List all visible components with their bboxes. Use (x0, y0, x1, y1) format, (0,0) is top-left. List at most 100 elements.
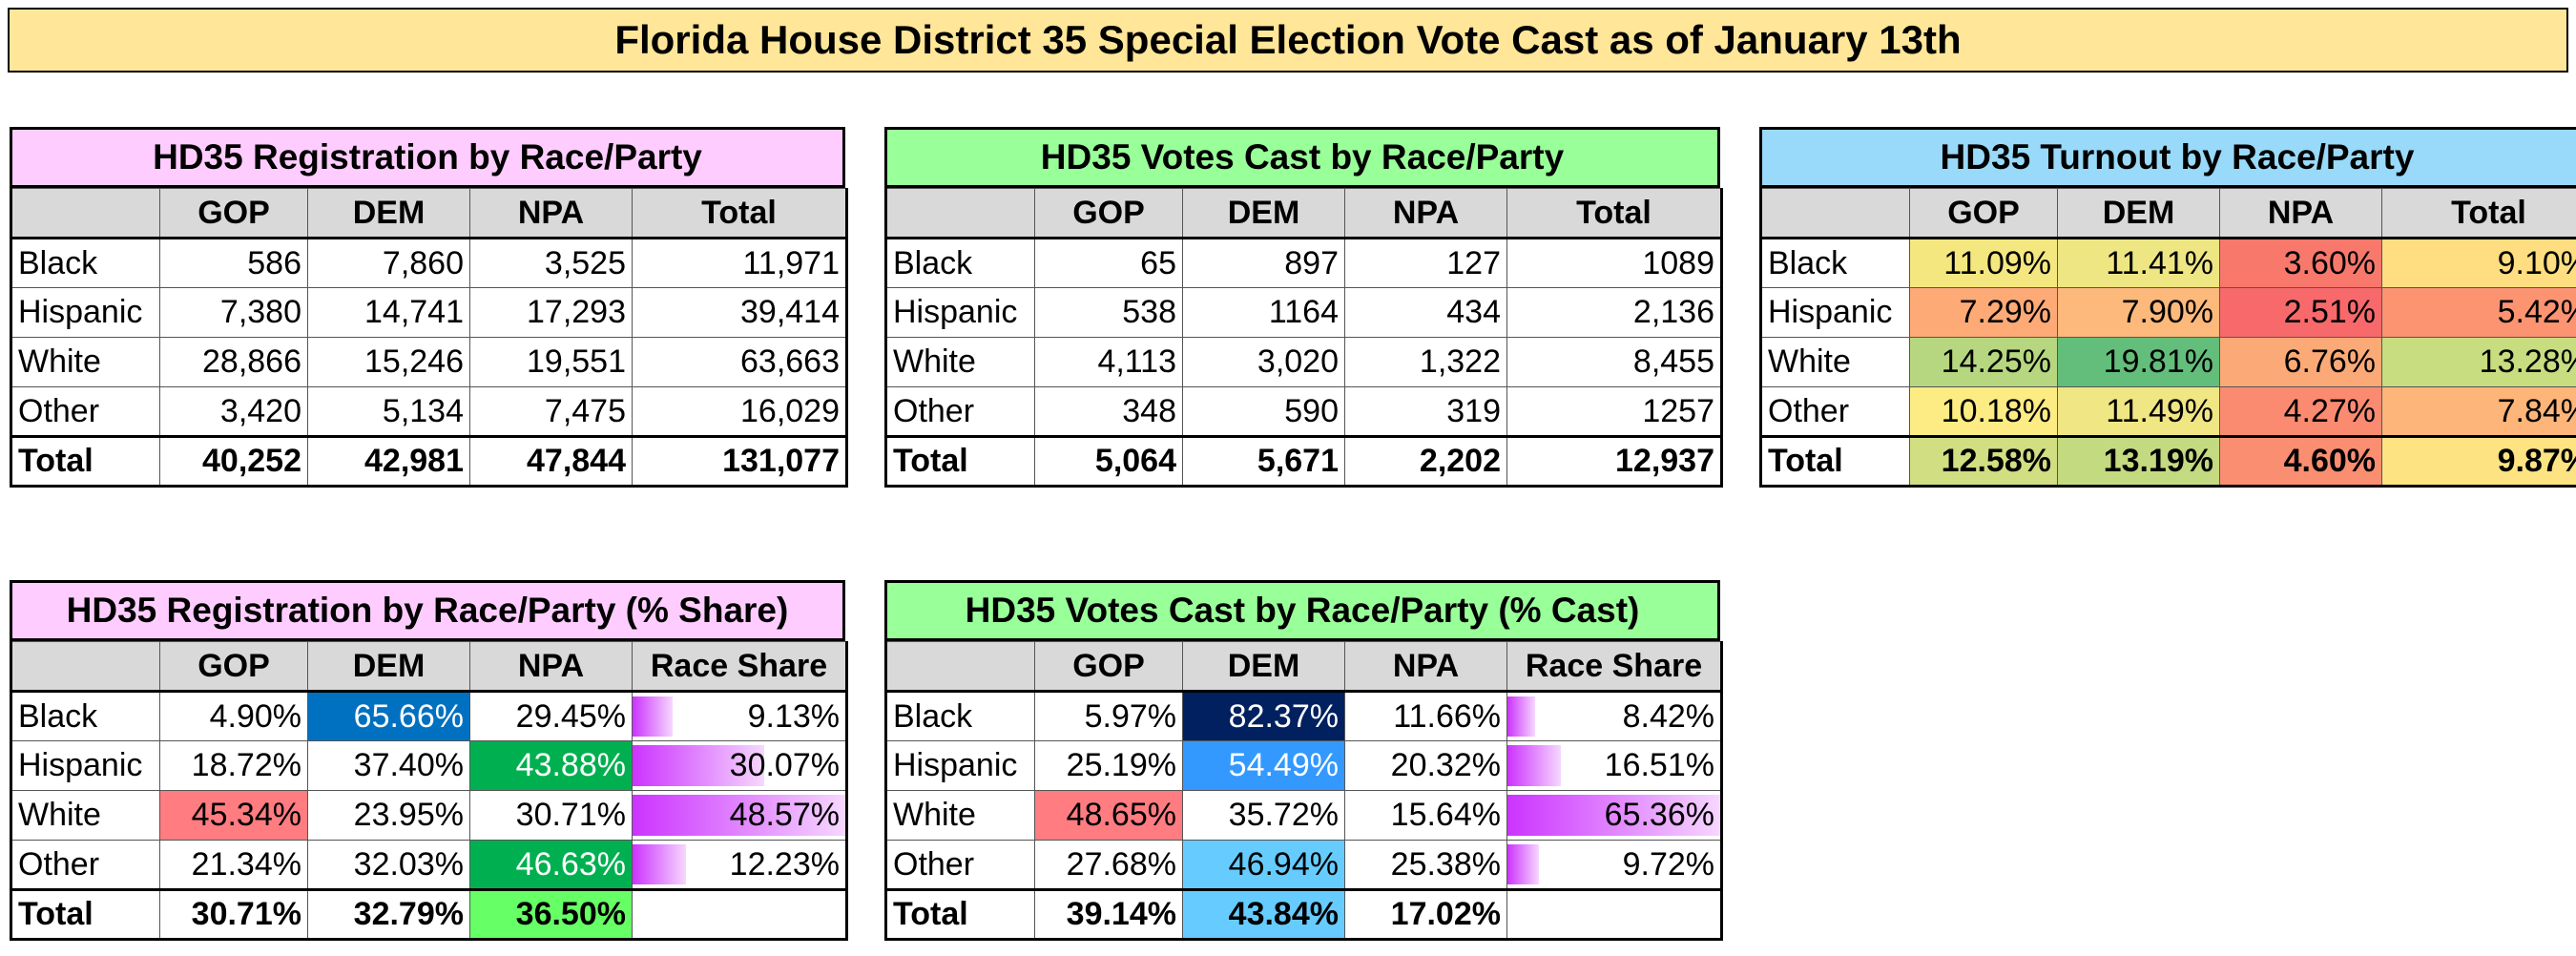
table-row: White 28,866 15,246 19,551 63,663 (10, 337, 847, 387)
registration-table: HD35 Registration by Race/Party GOP DEM NPA… (10, 127, 848, 488)
data-grid: GOP DEM NPA Total Black 65 897 127 1089 Hispanic 5… (884, 188, 1723, 488)
table-cell: 17.02% (1344, 888, 1507, 940)
table-cell: 5,134 (307, 386, 470, 437)
column-header: Total (1506, 188, 1722, 239)
table-cell: 35.72% (1182, 790, 1345, 841)
votes-cast-table: HD35 Votes Cast by Race/Party GOP DEM NPA To… (884, 127, 1723, 488)
row-label: Black (1760, 238, 1910, 288)
table-cell: 15.64% (1344, 790, 1507, 841)
total-row: Total 40,252 42,981 47,844 131,077 (10, 435, 847, 487)
table-cell: 23.95% (307, 790, 470, 841)
header-row: GOP DEM NPA Total (885, 188, 1722, 239)
row-label: Other (10, 386, 160, 437)
table-cell: 7.84% (2381, 386, 2576, 437)
table-cell (1506, 888, 1722, 940)
table-cell: 15,246 (307, 337, 470, 387)
table-cell: 3.60% (2219, 238, 2382, 288)
table-cell: 9.72% (1506, 840, 1722, 890)
race-share-bar (633, 745, 765, 786)
table-cell: 1164 (1182, 287, 1345, 338)
header-row: GOP DEM NPA Race Share (10, 641, 847, 693)
row-label: Other (1760, 386, 1910, 437)
table-cell: 32.03% (307, 840, 470, 890)
table-cell: 32.79% (307, 888, 470, 940)
table-cell: 30.07% (632, 740, 847, 791)
votes-cast-share-table: HD35 Votes Cast by Race/Party (% Cast) GO… (884, 580, 1723, 941)
column-header: GOP (1034, 188, 1183, 239)
table-cell: 5,671 (1182, 435, 1345, 487)
race-share-value: 16.51% (1604, 747, 1714, 783)
table-cell: 7.29% (1909, 287, 2058, 338)
data-grid: GOP DEM NPA Race Share Black 5.97% 82.37% 11.66… (884, 641, 1723, 941)
column-header: NPA (469, 188, 633, 239)
row-label: White (10, 790, 160, 841)
table-cell: 8.42% (1506, 691, 1722, 741)
table-cell: 7,860 (307, 238, 470, 288)
table-cell: 65.66% (307, 691, 470, 741)
table-row: Black 65 897 127 1089 (885, 238, 1722, 288)
column-header: NPA (469, 641, 633, 693)
column-header: DEM (2057, 188, 2220, 239)
table-title: HD35 Votes Cast by Race/Party (% Cast) (884, 580, 1720, 641)
table-cell: 48.65% (1034, 790, 1183, 841)
table-row: Other 21.34% 32.03% 46.63% 12.23% (10, 840, 847, 890)
table-cell: 3,420 (159, 386, 308, 437)
row-label: White (885, 337, 1035, 387)
table-cell: 4.27% (2219, 386, 2382, 437)
data-grid: GOP DEM NPA Race Share Black 4.90% 65.66% 29.45… (10, 641, 848, 941)
column-header: DEM (307, 641, 470, 693)
table-cell: 5.42% (2381, 287, 2576, 338)
table-cell: 5,064 (1034, 435, 1183, 487)
table-cell: 17,293 (469, 287, 633, 338)
table-title: HD35 Registration by Race/Party (10, 127, 845, 188)
column-header: DEM (1182, 641, 1345, 693)
table-cell: 7,380 (159, 287, 308, 338)
column-header (10, 188, 160, 239)
table-cell: 30.71% (469, 790, 633, 841)
table-cell: 10.18% (1909, 386, 2058, 437)
race-share-value: 12.23% (729, 845, 840, 883)
table-cell: 127 (1344, 238, 1507, 288)
table-cell: 48.57% (632, 790, 847, 841)
table-cell: 6.76% (2219, 337, 2382, 387)
table-cell: 9.13% (632, 691, 847, 741)
table-row: Other 3,420 5,134 7,475 16,029 (10, 386, 847, 437)
table-cell: 586 (159, 238, 308, 288)
table-cell: 348 (1034, 386, 1183, 437)
table-cell: 16,029 (632, 386, 847, 437)
table-cell: 2,202 (1344, 435, 1507, 487)
table-row: Hispanic 538 1164 434 2,136 (885, 287, 1722, 338)
table-row: Hispanic 7,380 14,741 17,293 39,414 (10, 287, 847, 338)
column-header: Total (2381, 188, 2576, 239)
total-row: Total 5,064 5,671 2,202 12,937 (885, 435, 1722, 487)
row-label: Other (885, 840, 1035, 890)
column-header: GOP (159, 188, 308, 239)
table-cell: 14,741 (307, 287, 470, 338)
race-share-bar (633, 795, 845, 836)
table-cell: 1089 (1506, 238, 1722, 288)
race-share-bar (1507, 844, 1540, 884)
table-cell: 1,322 (1344, 337, 1507, 387)
race-share-value: 9.72% (1622, 845, 1714, 883)
total-row: Total 39.14% 43.84% 17.02% (885, 888, 1722, 940)
column-header: NPA (1344, 188, 1507, 239)
row-label: Other (885, 386, 1035, 437)
table-title: HD35 Turnout by Race/Party (1759, 127, 2576, 188)
row-label: Black (885, 691, 1035, 741)
table-cell (632, 888, 847, 940)
row-label: White (10, 337, 160, 387)
row-label: Hispanic (885, 740, 1035, 791)
row-label: White (885, 790, 1035, 841)
turnout-table: HD35 Turnout by Race/Party GOP DEM NPA Total… (1759, 127, 2576, 488)
row-label: Total (885, 435, 1035, 487)
table-cell: 11.09% (1909, 238, 2058, 288)
race-share-bar (1507, 745, 1562, 786)
table-cell: 4.90% (159, 691, 308, 741)
table-cell: 11,971 (632, 238, 847, 288)
race-share-value: 8.42% (1622, 697, 1714, 735)
